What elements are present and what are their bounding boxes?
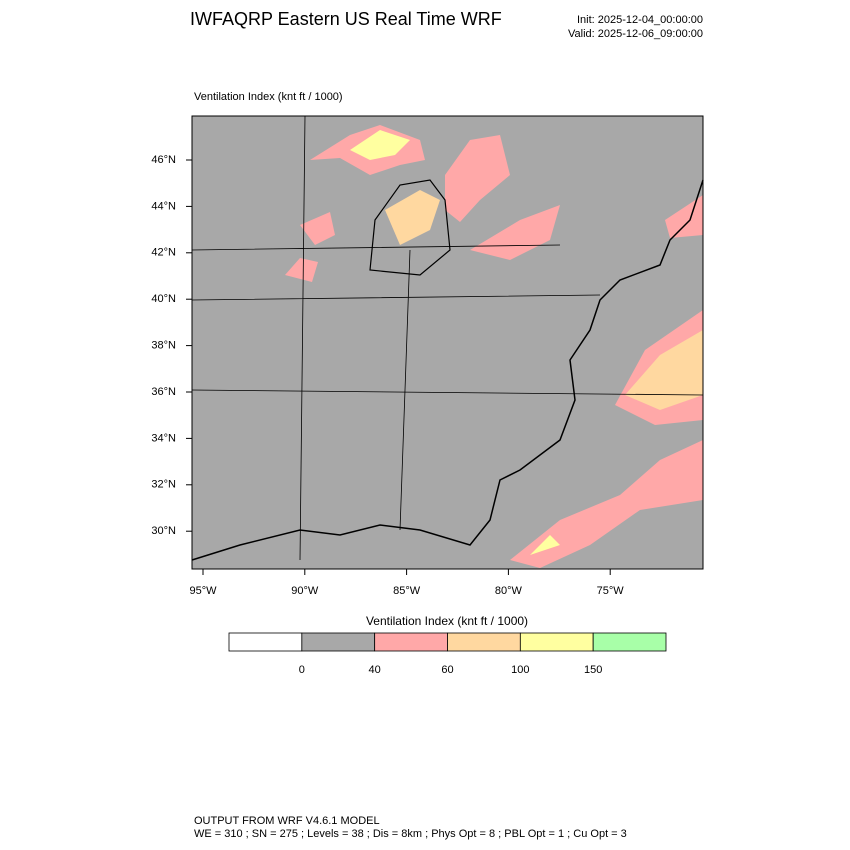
lat-label: 44°N: [151, 200, 176, 212]
area-pink: [445, 135, 510, 222]
colorbar-label: 60: [441, 664, 453, 676]
coastline: [191, 179, 704, 561]
lon-label: 95°W: [189, 585, 217, 597]
lat-label: 30°N: [151, 525, 176, 537]
state-borders: [191, 115, 704, 561]
area-yellow: [350, 130, 410, 160]
area-orange: [385, 190, 440, 245]
colorbar-box: [301, 632, 376, 652]
lat-label: 42°N: [151, 247, 176, 259]
title: IWFAQRP Eastern US Real Time WRF: [190, 9, 502, 29]
lon-label: 75°W: [597, 585, 625, 597]
colorbar-title: Ventilation Index (knt ft / 1000): [366, 614, 528, 628]
footer-line: OUTPUT FROM WRF V4.6.1 MODEL: [194, 815, 380, 827]
colorbar-label: 40: [369, 664, 381, 676]
area-pink: [300, 212, 335, 245]
area-pink: [285, 258, 318, 282]
lat-label: 34°N: [151, 432, 176, 444]
lat-label: 46°N: [151, 154, 176, 166]
colorbar-box: [519, 632, 594, 652]
colorbar-label: 150: [584, 664, 602, 676]
valid-time: Valid: 2025-12-06_09:00:00: [568, 28, 703, 40]
map-title: Ventilation Index (knt ft / 1000): [194, 91, 343, 103]
area-pink: [665, 195, 703, 238]
lat-label: 32°N: [151, 479, 176, 491]
lon-label: 85°W: [393, 585, 421, 597]
lat-label: 38°N: [151, 340, 176, 352]
area-orange: [625, 330, 703, 410]
colorbar-box: [374, 632, 448, 652]
colorbar-label: 100: [511, 664, 529, 676]
init-time: Init: 2025-12-04_00:00:00: [577, 14, 703, 26]
lake-michigan-area: [369, 179, 451, 276]
map-frame: [191, 115, 704, 570]
area-yellow: [530, 535, 560, 555]
lat-label: 40°N: [151, 293, 176, 305]
colorbar-label: 0: [299, 664, 305, 676]
lon-label: 80°W: [495, 585, 523, 597]
lat-label: 36°N: [151, 386, 176, 398]
lon-label: 90°W: [291, 585, 319, 597]
colorbar-box: [447, 632, 521, 652]
area-pink: [510, 440, 703, 568]
footer-line: WE = 310 ; SN = 275 ; Levels = 38 ; Dis …: [194, 828, 627, 840]
colorbar-box: [592, 632, 667, 652]
map: [191, 115, 704, 570]
colorbar-box: [228, 632, 303, 652]
